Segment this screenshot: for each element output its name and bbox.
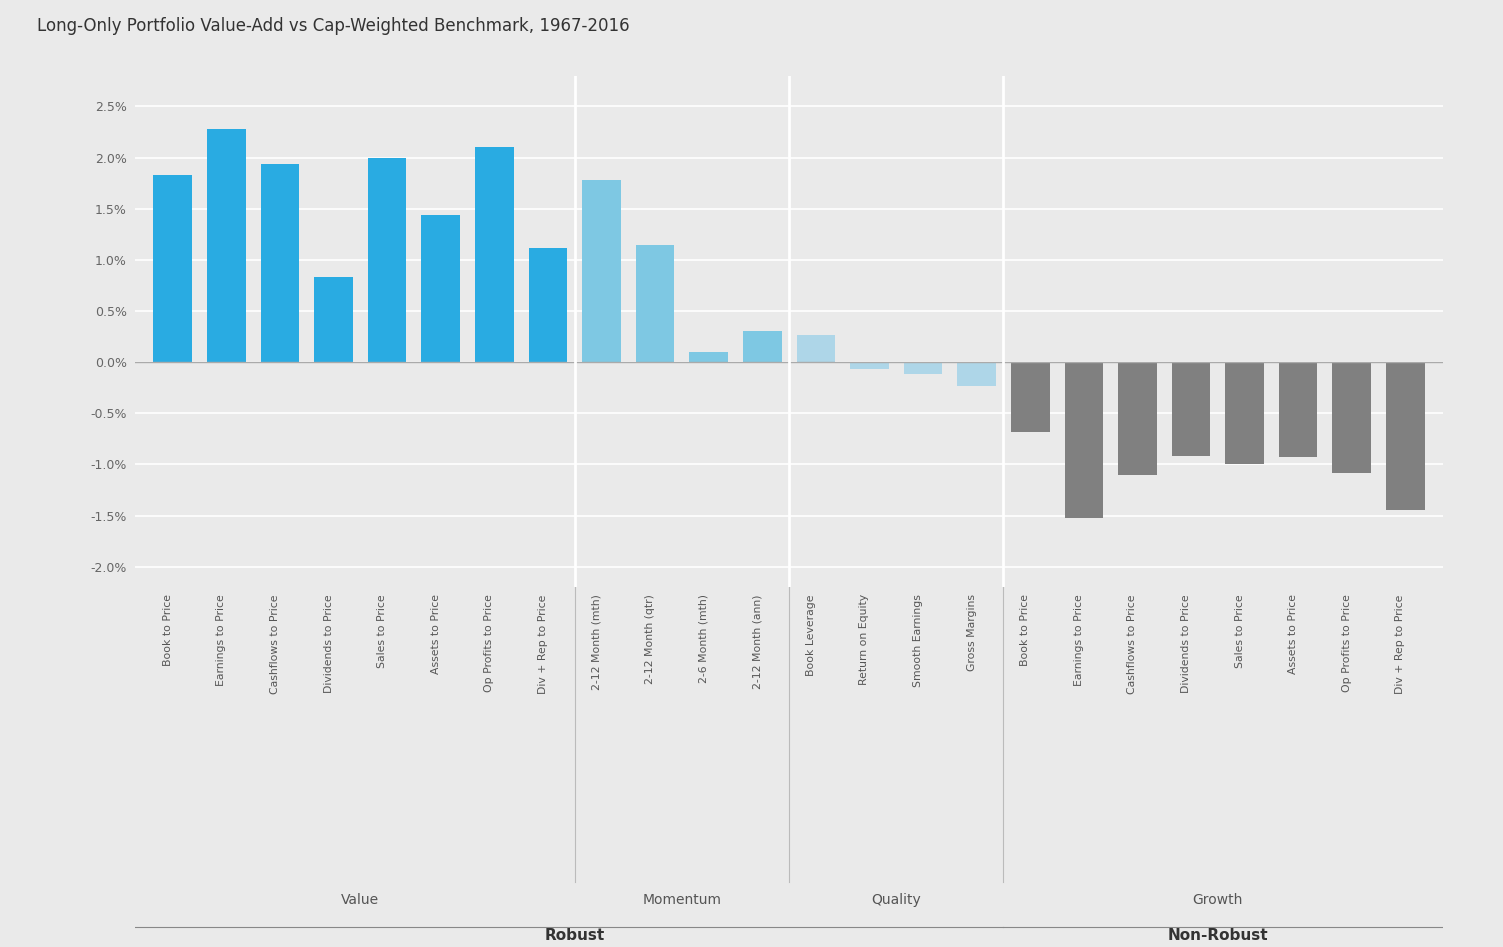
Bar bbox=[153, 175, 192, 362]
Text: Dividends to Price: Dividends to Price bbox=[1181, 595, 1190, 693]
Bar bbox=[851, 362, 888, 369]
Bar bbox=[368, 157, 406, 362]
Text: Book to Price: Book to Price bbox=[1021, 595, 1030, 667]
Text: Quality: Quality bbox=[872, 893, 921, 907]
Text: Book Leverage: Book Leverage bbox=[806, 595, 816, 676]
Bar bbox=[903, 362, 942, 374]
Bar bbox=[1012, 362, 1049, 432]
Text: Earnings to Price: Earnings to Price bbox=[1073, 595, 1084, 686]
Text: 2-12 Month (qtr): 2-12 Month (qtr) bbox=[645, 595, 655, 685]
Text: Sales to Price: Sales to Price bbox=[377, 595, 388, 668]
Text: Long-Only Portfolio Value-Add vs Cap-Weighted Benchmark, 1967-2016: Long-Only Portfolio Value-Add vs Cap-Wei… bbox=[38, 17, 630, 35]
Text: Gross Margins: Gross Margins bbox=[966, 595, 977, 671]
Text: Div + Rep to Price: Div + Rep to Price bbox=[1395, 595, 1405, 694]
Bar bbox=[421, 215, 460, 362]
Bar bbox=[207, 129, 245, 362]
Text: 2-12 Month (mth): 2-12 Month (mth) bbox=[592, 595, 601, 690]
Bar bbox=[957, 362, 996, 385]
Bar bbox=[475, 148, 514, 362]
Text: Return on Equity: Return on Equity bbox=[860, 595, 869, 686]
Text: Earnings to Price: Earnings to Price bbox=[216, 595, 227, 686]
Bar bbox=[1118, 362, 1157, 474]
Bar bbox=[260, 164, 299, 362]
Text: Op Profits to Price: Op Profits to Price bbox=[484, 595, 494, 692]
Text: Op Profits to Price: Op Profits to Price bbox=[1342, 595, 1351, 692]
Text: Value: Value bbox=[341, 893, 379, 907]
Text: Assets to Price: Assets to Price bbox=[1288, 595, 1299, 674]
Bar bbox=[1386, 362, 1425, 510]
Text: Growth: Growth bbox=[1192, 893, 1243, 907]
Text: Momentum: Momentum bbox=[642, 893, 721, 907]
Bar bbox=[1172, 362, 1210, 456]
Bar bbox=[690, 352, 727, 362]
Bar bbox=[636, 244, 675, 362]
Bar bbox=[797, 334, 836, 362]
Text: Dividends to Price: Dividends to Price bbox=[323, 595, 334, 693]
Text: 2-12 Month (ann): 2-12 Month (ann) bbox=[753, 595, 762, 688]
Text: Assets to Price: Assets to Price bbox=[431, 595, 440, 674]
Bar bbox=[1225, 362, 1264, 464]
Bar bbox=[1333, 362, 1371, 473]
Bar bbox=[1279, 362, 1318, 457]
Bar bbox=[742, 331, 782, 362]
Bar bbox=[582, 180, 621, 362]
Text: Cashflows to Price: Cashflows to Price bbox=[271, 595, 280, 694]
Text: Sales to Price: Sales to Price bbox=[1234, 595, 1244, 668]
Text: Smooth Earnings: Smooth Earnings bbox=[912, 595, 923, 688]
Text: Robust: Robust bbox=[544, 928, 604, 943]
Text: Div + Rep to Price: Div + Rep to Price bbox=[538, 595, 549, 694]
Text: Cashflows to Price: Cashflows to Price bbox=[1127, 595, 1138, 694]
Bar bbox=[529, 247, 567, 362]
Text: 2-6 Month (mth): 2-6 Month (mth) bbox=[699, 595, 709, 684]
Bar bbox=[314, 277, 353, 362]
Text: Non-Robust: Non-Robust bbox=[1168, 928, 1269, 943]
Bar bbox=[1064, 362, 1103, 518]
Text: Book to Price: Book to Price bbox=[162, 595, 173, 667]
